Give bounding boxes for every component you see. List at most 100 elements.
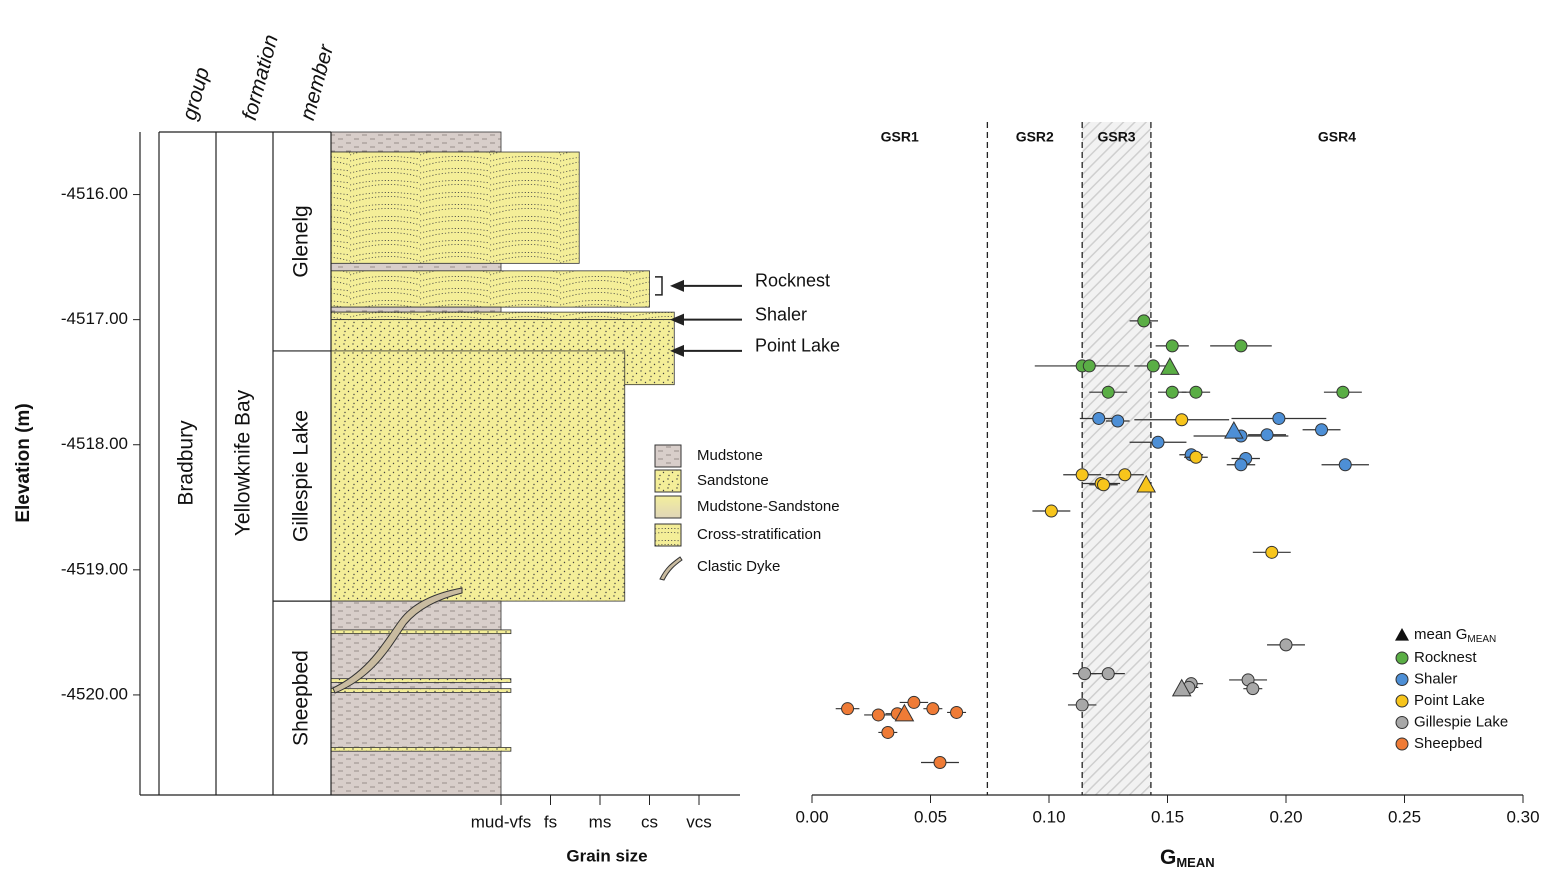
data-point xyxy=(1166,386,1178,398)
data-point xyxy=(842,703,854,715)
x-tick-label: vcs xyxy=(686,812,712,831)
y-tick-label: -4516.00 xyxy=(61,184,128,203)
legend-label-sub: MEAN xyxy=(1467,634,1496,645)
figure: -4516.00 -4517.00 -4518.00 -4519.00 -4520.00… xyxy=(0,0,1562,877)
annotation-label: Point Lake xyxy=(755,336,840,356)
data-point xyxy=(1147,360,1159,372)
x-tick-label: 0.05 xyxy=(914,807,947,826)
annotation-label: Rocknest xyxy=(755,271,830,291)
legend-swatch xyxy=(655,496,681,518)
data-point xyxy=(1076,469,1088,481)
bed xyxy=(331,689,511,693)
legend-marker xyxy=(1395,628,1409,641)
column-header: group xyxy=(178,65,214,123)
data-point xyxy=(1235,340,1247,352)
member-label: Sheepbed xyxy=(290,650,313,746)
x-tick-label: 0.00 xyxy=(795,807,828,826)
data-point xyxy=(1261,429,1273,441)
bed xyxy=(331,132,501,152)
formation-label: Yellowknife Bay xyxy=(232,389,255,536)
bed xyxy=(331,307,501,312)
legend-swatch xyxy=(655,524,681,546)
data-point xyxy=(934,756,946,768)
x-tick-label: 0.25 xyxy=(1388,807,1421,826)
legend-marker xyxy=(1396,695,1408,707)
data-point xyxy=(1280,639,1292,651)
data-point xyxy=(908,696,920,708)
legend-label: Clastic Dyke xyxy=(697,558,780,575)
data-point xyxy=(1083,360,1095,372)
legend-label: Mudstone-Sandstone xyxy=(697,498,840,515)
x-axis-label: GMEAN xyxy=(1160,846,1215,871)
column-header: member xyxy=(296,41,338,122)
zone-label: GSR2 xyxy=(1016,129,1054,145)
x-tick-label: fs xyxy=(544,812,557,831)
x-tick-label: ms xyxy=(589,812,612,831)
x-tick-label: cs xyxy=(641,812,658,831)
y-tick-label: -4520.00 xyxy=(61,684,128,703)
data-point xyxy=(1112,415,1124,427)
x-tick-label: mud-vfs xyxy=(471,812,531,831)
data-point xyxy=(1166,340,1178,352)
data-point xyxy=(1102,668,1114,680)
data-point xyxy=(1045,505,1057,517)
data-point xyxy=(1273,412,1285,424)
data-point xyxy=(882,726,894,738)
zone-label: GSR1 xyxy=(881,129,919,145)
legend-swatch xyxy=(660,557,682,580)
data-point xyxy=(1102,386,1114,398)
legend-label: Mudstone xyxy=(697,447,763,464)
data-point xyxy=(1266,546,1278,558)
data-point xyxy=(1316,424,1328,436)
column-header: formation xyxy=(238,32,283,123)
legend-marker xyxy=(1396,674,1408,686)
zone-label: GSR3 xyxy=(1097,129,1135,145)
x-axis-label-main: G xyxy=(1160,846,1176,869)
legend-label: Point Lake xyxy=(1414,692,1485,709)
x-axis-label-sub: MEAN xyxy=(1176,855,1214,870)
bed xyxy=(331,271,650,307)
data-point xyxy=(1119,469,1131,481)
x-tick-label: 0.20 xyxy=(1269,807,1302,826)
y-tick-label: -4518.00 xyxy=(61,434,128,453)
data-point xyxy=(1098,479,1110,491)
legend-marker xyxy=(1396,652,1408,664)
data-point xyxy=(1190,451,1202,463)
data-point xyxy=(1235,459,1247,471)
data-point xyxy=(1093,412,1105,424)
bed xyxy=(331,263,501,271)
bracket xyxy=(655,277,662,295)
data-point xyxy=(951,706,963,718)
data-point xyxy=(1190,386,1202,398)
legend-swatch xyxy=(655,470,681,492)
legend-label: Gillespie Lake xyxy=(1414,713,1508,730)
member-label: Gillespie Lake xyxy=(290,410,313,542)
legend-label-main: mean G xyxy=(1414,626,1467,643)
shaded-zone xyxy=(1082,122,1151,795)
bed xyxy=(331,351,625,601)
bed xyxy=(331,630,511,634)
legend-label: mean GMEAN xyxy=(1414,626,1496,645)
y-tick-label: -4519.00 xyxy=(61,559,128,578)
data-point xyxy=(1176,414,1188,426)
data-point xyxy=(1247,683,1259,695)
legend-label: Sandstone xyxy=(697,472,769,489)
y-tick-label: -4517.00 xyxy=(61,309,128,328)
legend-swatch xyxy=(655,445,681,467)
x-tick-label: 0.15 xyxy=(1151,807,1184,826)
legend-marker xyxy=(1396,738,1408,750)
data-point xyxy=(1339,459,1351,471)
group-label: Bradbury xyxy=(175,420,198,506)
annotation-label: Shaler xyxy=(755,304,807,324)
data-point xyxy=(1138,315,1150,327)
data-point xyxy=(927,703,939,715)
bed xyxy=(331,312,674,320)
bed xyxy=(331,747,511,751)
x-axis-label: Grain size xyxy=(566,846,647,865)
x-tick-label: 0.30 xyxy=(1506,807,1539,826)
x-tick-label: 0.10 xyxy=(1032,807,1065,826)
legend-label: Rocknest xyxy=(1414,649,1477,666)
legend-label: Sheepbed xyxy=(1414,735,1482,752)
data-point xyxy=(1337,386,1349,398)
y-axis-label: Elevation (m) xyxy=(13,403,34,522)
